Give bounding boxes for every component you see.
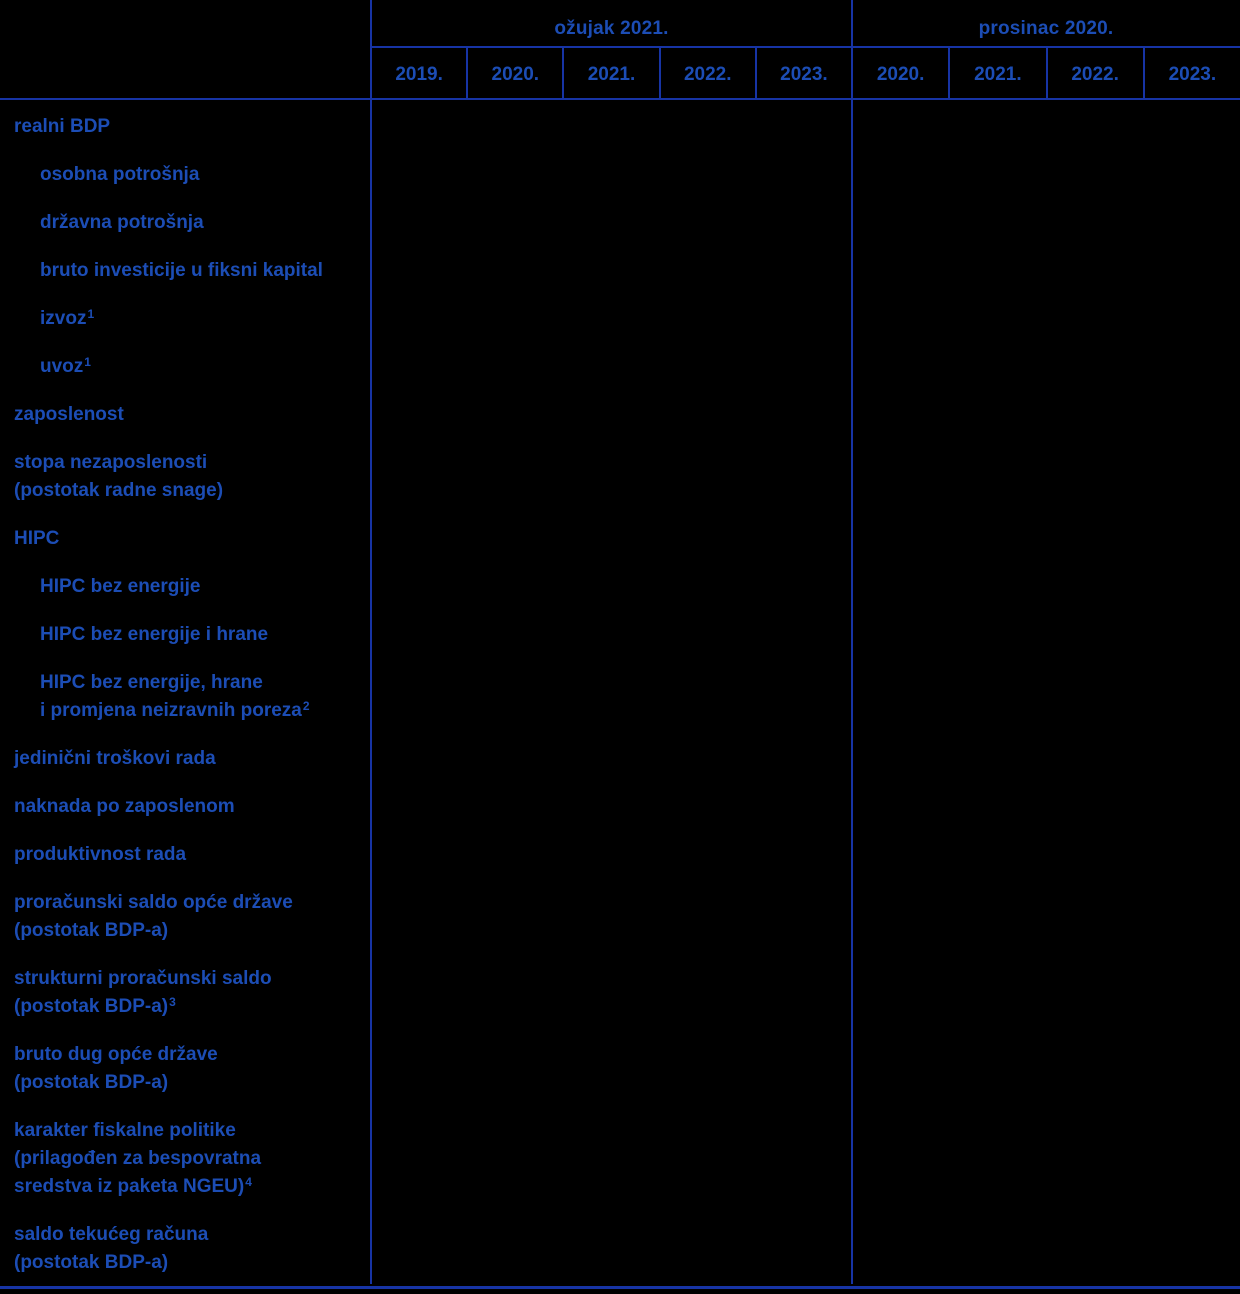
row-label: naknada po zaposlenom — [0, 793, 368, 821]
column-group-header-ozujak-2021: ožujak 2021. — [554, 18, 669, 39]
row-label-line: (postotak radne snage) — [14, 480, 224, 501]
row-label-line: realni BDP — [14, 116, 111, 137]
row-label-line: osobna potrošnja — [40, 164, 200, 185]
row-label: državna potrošnja — [0, 209, 368, 237]
row-label-line: naknada po zaposlenom — [14, 796, 235, 817]
row-label: HIPC bez energije, hrane i promjena neizr… — [0, 669, 368, 725]
row-label-line: bruto dug opće države — [14, 1044, 218, 1065]
row-label-line: (postotak BDP-a)3 — [14, 995, 176, 1017]
row-label-line: HIPC bez energije i hrane — [40, 624, 269, 645]
row-label: jedinični troškovi rada — [0, 745, 368, 773]
row-label-line: stopa nezaposlenosti — [14, 452, 208, 473]
table-divider-vertical-left — [370, 0, 372, 1284]
row-label-line: saldo tekućeg računa — [14, 1224, 209, 1245]
year-column-header: 2023. — [754, 48, 851, 98]
row-label: strukturni proračunski saldo (postotak BD… — [0, 965, 368, 1021]
year-column-header: 2022. — [1045, 48, 1143, 98]
row-label-line: sredstva iz paketa NGEU)4 — [14, 1175, 252, 1197]
row-label: HIPC — [0, 525, 368, 553]
row-label-line: (prilagođen za bespovratna — [14, 1148, 262, 1169]
row-label-line: proračunski saldo opće države — [14, 892, 293, 913]
table-rule-under-group-headers — [371, 46, 1240, 48]
row-label: bruto investicije u fiksni kapital — [0, 257, 368, 285]
row-label: zaposlenost — [0, 401, 368, 429]
table-divider-vertical-middle — [851, 0, 853, 1284]
footnote-reference: 1 — [84, 355, 91, 369]
row-label: saldo tekućeg računa (postotak BDP-a) — [0, 1221, 368, 1277]
footnote-reference: 2 — [302, 699, 310, 713]
row-label-line: bruto investicije u fiksni kapital — [40, 260, 323, 281]
row-label-line: i promjena neizravnih poreza2 — [40, 699, 310, 721]
year-header-row-prosinac: 2020. 2021. 2022. 2023. — [853, 48, 1240, 98]
footnote-reference: 1 — [87, 307, 95, 321]
row-label-line: jedinični troškovi rada — [14, 748, 216, 769]
row-label: stopa nezaposlenosti (postotak radne snag… — [0, 449, 368, 505]
row-label-line: (postotak BDP-a) — [14, 1252, 169, 1273]
row-label-line: (postotak BDP-a) — [14, 920, 169, 941]
year-column-header: 2020. — [466, 48, 562, 98]
year-column-header: 2020. — [876, 64, 925, 85]
row-label-line: uvoz1 — [40, 355, 91, 377]
row-label: karakter fiskalne politike (prilagođen za… — [0, 1117, 368, 1201]
year-column-header: 2021. — [562, 48, 658, 98]
table-rule-under-year-headers — [0, 98, 1240, 100]
row-label-line: produktivnost rada — [14, 844, 187, 865]
row-label-line: izvoz1 — [40, 307, 95, 329]
year-header-row-ozujak: 2019. 2020. 2021. 2022. 2023. — [372, 48, 851, 98]
row-label: izvoz1 — [0, 305, 368, 333]
column-group-header-prosinac-2020: prosinac 2020. — [978, 18, 1114, 39]
row-label-line: karakter fiskalne politike — [14, 1120, 236, 1141]
row-label-line: HIPC bez energije, hrane — [40, 672, 263, 693]
row-label: uvoz1 — [0, 353, 368, 381]
row-label-line: (postotak BDP-a) — [14, 1072, 169, 1093]
row-label-line: strukturni proračunski saldo — [14, 968, 272, 989]
row-labels: realni BDP osobna potrošnja državna potroš… — [0, 100, 368, 1294]
year-column-header: 2021. — [948, 48, 1045, 98]
row-label: osobna potrošnja — [0, 161, 368, 189]
row-label-line: državna potrošnja — [40, 212, 204, 233]
row-label-line: HIPC bez energije — [40, 576, 201, 597]
row-label: realni BDP — [0, 113, 368, 141]
year-column-header: 2019. — [395, 64, 443, 85]
row-label: HIPC bez energije i hrane — [0, 621, 368, 649]
row-label-line: zaposlenost — [14, 404, 124, 425]
row-label: produktivnost rada — [0, 841, 368, 869]
year-column-header: 2022. — [658, 48, 755, 98]
row-label-line: HIPC — [14, 528, 60, 549]
row-label: bruto dug opće države (postotak BDP-a) — [0, 1041, 368, 1097]
footnote-reference: 3 — [169, 995, 176, 1009]
row-label: proračunski saldo opće države (postotak B… — [0, 889, 368, 945]
year-column-header: 2023. — [1142, 48, 1240, 98]
footnote-reference: 4 — [245, 1175, 252, 1189]
table-rule-bottom — [0, 1286, 1240, 1289]
row-label: HIPC bez energije — [0, 573, 368, 601]
